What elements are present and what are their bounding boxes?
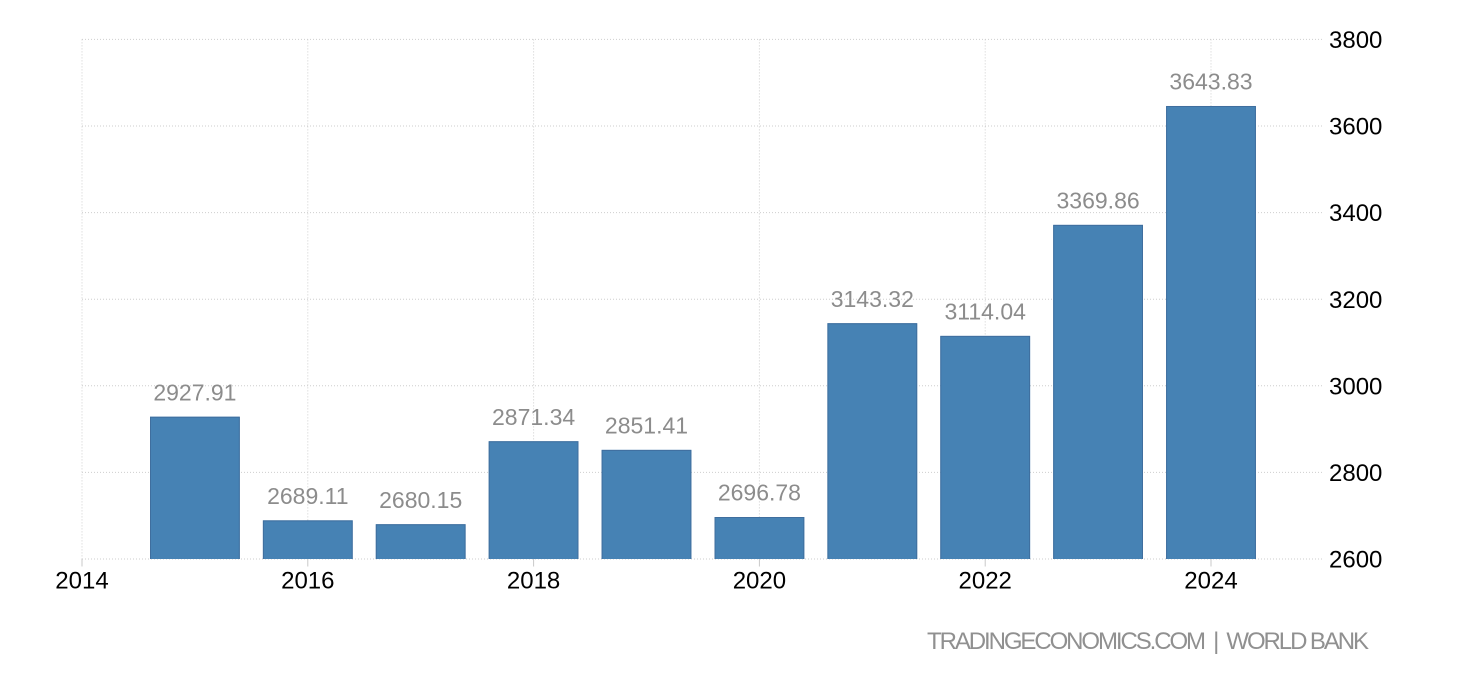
svg-text:3143.32: 3143.32	[831, 286, 914, 312]
svg-text:2851.41: 2851.41	[605, 413, 688, 439]
svg-text:3114.04: 3114.04	[944, 299, 1026, 325]
svg-text:2024: 2024	[1184, 568, 1237, 595]
svg-text:2927.91: 2927.91	[153, 379, 236, 405]
svg-text:2016: 2016	[281, 568, 334, 595]
svg-text:2014: 2014	[55, 568, 108, 595]
svg-text:2020: 2020	[733, 568, 786, 595]
svg-text:3200: 3200	[1329, 287, 1382, 314]
svg-text:3643.83: 3643.83	[1169, 69, 1252, 95]
svg-text:3400: 3400	[1329, 200, 1382, 227]
svg-text:TRADINGECONOMICS.COM | WORLD: TRADINGECONOMICS.COM | WORLD BANK	[927, 628, 1369, 655]
svg-text:2800: 2800	[1329, 460, 1382, 487]
svg-text:2022: 2022	[959, 568, 1012, 595]
svg-text:2680.15: 2680.15	[379, 487, 462, 513]
svg-text:3369.86: 3369.86	[1057, 188, 1140, 214]
svg-text:2600: 2600	[1329, 547, 1382, 574]
svg-text:2871.34: 2871.34	[492, 404, 575, 430]
svg-text:2696.78: 2696.78	[718, 480, 801, 506]
svg-text:2018: 2018	[507, 568, 560, 595]
svg-text:3800: 3800	[1329, 27, 1382, 54]
svg-text:3000: 3000	[1329, 373, 1382, 400]
svg-text:2689.11: 2689.11	[267, 483, 348, 509]
svg-text:3600: 3600	[1329, 114, 1382, 141]
